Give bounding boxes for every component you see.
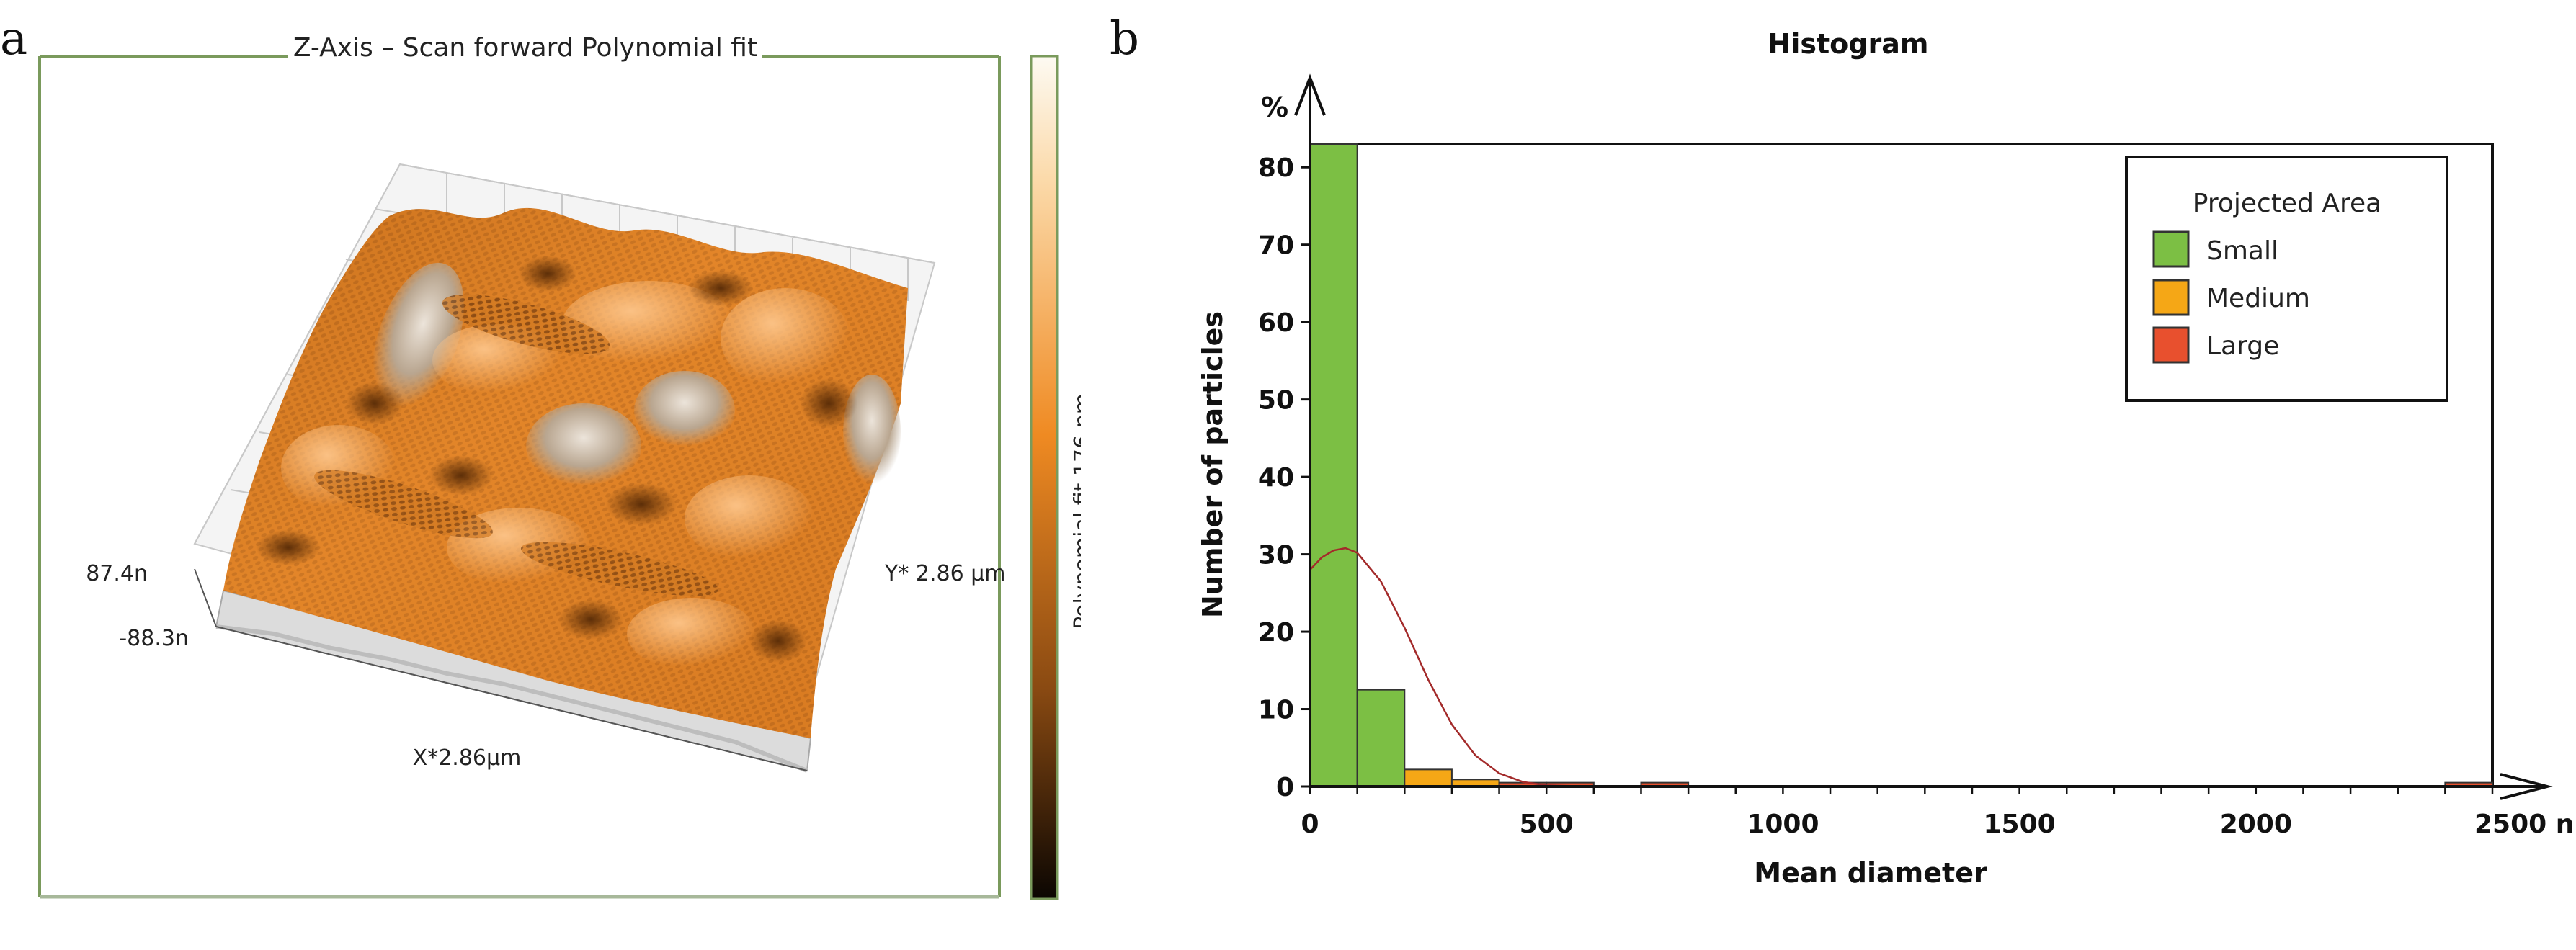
legend-swatch-medium — [2152, 279, 2190, 316]
legend-label-medium: Medium — [2206, 284, 2310, 313]
x-ticks: 0 500 1000 1500 2000 2500 nm — [1301, 787, 2576, 839]
colorbar — [1030, 55, 1059, 900]
z-min-label: -88.3n — [119, 626, 189, 651]
legend-swatch-small — [2152, 230, 2190, 268]
x-tick-label-0: 0 — [1301, 810, 1319, 839]
histogram-bar-1 — [1356, 689, 1406, 788]
legend-title: Projected Area — [2193, 189, 2381, 218]
legend-swatch-large — [2152, 326, 2190, 364]
x-tick-label-1000: 1000 — [1747, 810, 1819, 839]
histogram-bar-2 — [1404, 768, 1453, 787]
x-axis-title: Mean diameter — [1754, 857, 1987, 889]
panel-b-label: b — [1110, 12, 1139, 66]
x-axis-arrow — [2500, 773, 2553, 800]
y-axis-label: Y* 2.86 µm — [884, 561, 1006, 586]
x-tick-label-1500: 1500 — [1983, 810, 2055, 839]
legend-label-large: Large — [2206, 331, 2279, 361]
y-axis-title: Number of particles — [1197, 311, 1229, 618]
legend: Projected Area Small Medium Large — [2125, 156, 2448, 402]
y-axis-arrow — [1294, 73, 1326, 116]
fit-curve — [1309, 547, 2492, 788]
x-tick-label-2500: 2500 nm — [2474, 810, 2576, 839]
colorbar-label: Polynomial fit 176 nm — [1070, 393, 1081, 629]
z-axis-line — [194, 568, 217, 627]
x-tick-label-500: 500 — [1520, 810, 1574, 839]
x-axis-line — [215, 626, 808, 771]
afm-figure: Z-Axis – Scan forward Polynomial fit Pol… — [38, 33, 1095, 900]
surface-base-edge — [215, 624, 808, 773]
histogram-bar-0 — [1309, 143, 1358, 787]
y-tick-label-40: 40 — [1258, 463, 1294, 493]
x-tick-label-2000: 2000 — [2220, 810, 2292, 839]
y-tick-label-10: 10 — [1258, 696, 1294, 725]
y-tick-label-20: 20 — [1258, 618, 1294, 647]
afm-surface — [223, 207, 908, 739]
y-unit-label: % — [1261, 91, 1288, 123]
afm-panel: a — [0, 0, 1095, 947]
y-tick-label-30: 30 — [1258, 541, 1294, 570]
histogram-chart: Histogram % Mean diameter Number of part… — [1197, 28, 2576, 889]
panel-a-label: a — [0, 12, 28, 66]
x-axis-label: X*2.86µm — [413, 745, 522, 771]
y-tick-label-60: 60 — [1258, 308, 1294, 338]
plot-area — [1309, 143, 2494, 788]
legend-label-small: Small — [2206, 236, 2278, 266]
y-tick-label-50: 50 — [1258, 386, 1294, 416]
y-tick-label-80: 80 — [1258, 153, 1294, 183]
z-max-label: 87.4n — [86, 561, 148, 586]
y-ticks: 0 10 20 30 40 50 60 70 80 — [1258, 153, 1310, 802]
y-tick-label-70: 70 — [1258, 231, 1294, 261]
y-tick-label-0: 0 — [1276, 773, 1294, 802]
histogram-panel: b Histogram % Mean diameter Number of pa… — [1110, 0, 2576, 947]
afm-title: Z-Axis – Scan forward Polynomial fit — [293, 33, 757, 63]
chart-title: Histogram — [1768, 28, 1929, 60]
